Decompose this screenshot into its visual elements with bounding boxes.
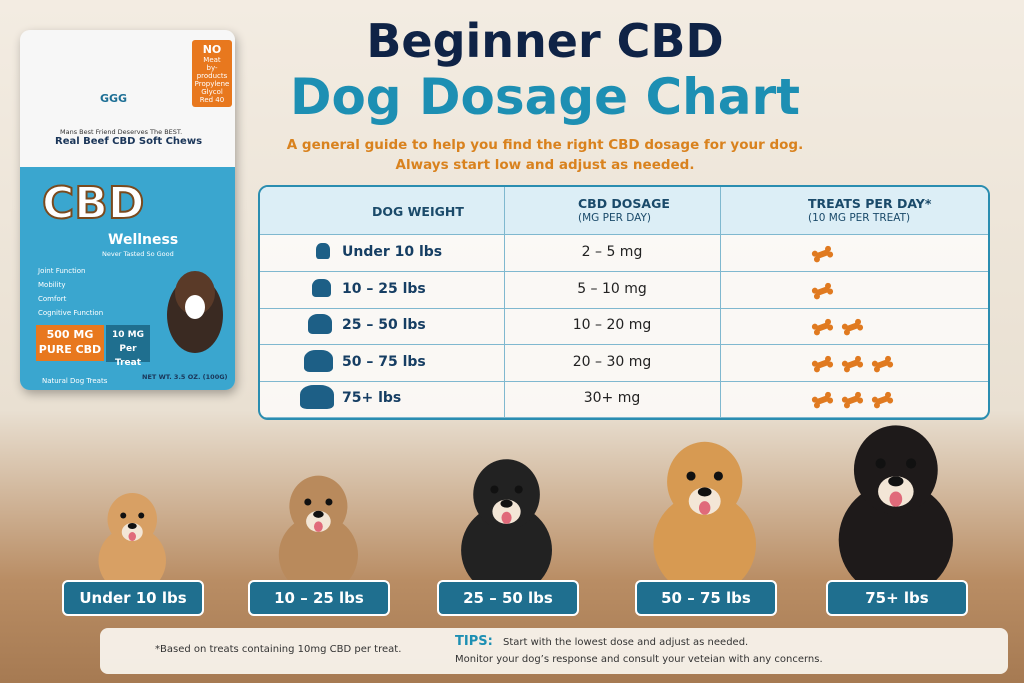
badge-line: Propylene: [194, 80, 230, 88]
treat-bone: [809, 279, 836, 304]
subtitle-line2: Always start low and adjust as needed.: [395, 157, 695, 173]
table-row: Under 10 lbs 2 – 5 mg: [260, 235, 988, 272]
dog-label: 10 – 25 lbs: [248, 580, 390, 616]
benefit: Mobility: [38, 281, 66, 289]
col-title: TREATS PER DAY*: [808, 196, 932, 211]
tips-line1: Start with the lowest dose and adjust as…: [503, 637, 749, 648]
title-line1: Beginner CBD: [366, 14, 724, 68]
strength: 500 MG: [46, 328, 94, 341]
benefit: Comfort: [38, 295, 67, 303]
dog-label: 75+ lbs: [826, 580, 968, 616]
divider: [504, 187, 505, 418]
treat-bone: [869, 353, 896, 378]
dog-photo: [451, 439, 562, 596]
dog-photo: [167, 271, 223, 353]
table-row: 25 – 50 lbs 10 – 20 mg: [260, 308, 988, 346]
product-name: Real Beef CBD Soft Chews: [55, 136, 203, 147]
badge-line: by-products: [196, 64, 228, 80]
dog-icon: [300, 385, 334, 410]
tips-label: TIPS:: [455, 634, 493, 649]
col-subtitle: (MG PER DAY): [578, 212, 652, 224]
product-bag: GGG NO Meat by-products Propylene Glycol Red …: [20, 30, 235, 390]
weight: Under 10 lbs: [342, 244, 443, 260]
dosage: 30+ mg: [583, 390, 641, 407]
strength-note: PURE CBD: [38, 343, 102, 356]
badge-line: Glycol: [201, 88, 223, 96]
tips-line2: Monitor your dog’s response and consult …: [455, 654, 823, 665]
dog-photo: [826, 400, 966, 597]
dosage-table: DOG WEIGHT CBD DOSAGE (MG PER DAY) TREAT…: [258, 185, 990, 420]
dog-photo: [270, 458, 367, 595]
col-title: CBD DOSAGE: [578, 196, 670, 211]
table-row: 75+ lbs 30+ mg: [260, 381, 988, 418]
treat-bone: [839, 389, 866, 414]
table-row: 50 – 75 lbs 20 – 30 mg: [260, 345, 988, 382]
dog-icon: [316, 243, 330, 259]
badge-line: Red 40: [199, 96, 225, 104]
title-line2: Dog Dosage Chart: [289, 68, 801, 126]
dosage: 10 – 20 mg: [572, 317, 652, 334]
per-treat-box: 10 MG Per Treat: [106, 325, 150, 368]
treat-bone: [869, 389, 896, 414]
weight: 25 – 50 lbs: [342, 317, 426, 334]
benefit: Cognitive Function: [38, 309, 104, 317]
col-subtitle: (10 MG PER TREAT): [808, 212, 911, 224]
strength-box: 500 MG PURE CBD: [36, 325, 104, 361]
logo: CBD: [41, 177, 145, 230]
badge: NO Meat by-products Propylene Glycol Red 40: [192, 40, 232, 107]
treat-bone: [809, 389, 836, 414]
benefit: Joint Function: [38, 267, 86, 275]
slogan: Never Tasted So Good: [102, 250, 174, 258]
dog-icon: [312, 278, 331, 297]
benefits: Joint Function Mobility Comfort Cognitive F…: [38, 264, 103, 320]
treat-bone: [809, 316, 836, 341]
dog-label: Under 10 lbs: [62, 580, 204, 616]
weight: 75+ lbs: [342, 390, 402, 407]
badge-line: Meat: [203, 56, 221, 64]
footer-bar: *Based on treats containing 10mg CBD per…: [100, 628, 1008, 674]
per-treat: 10 MG: [111, 330, 144, 340]
dog-label: 50 – 75 lbs: [635, 580, 777, 616]
dog-photo: [91, 478, 174, 594]
dosage: 5 – 10 mg: [577, 280, 647, 297]
badge-line: NO: [202, 43, 222, 56]
treat-bone: [809, 243, 836, 268]
weight: 10 – 25 lbs: [342, 280, 426, 297]
dog-label: 25 – 50 lbs: [437, 580, 579, 616]
table-row: 10 – 25 lbs 5 – 10 mg: [260, 272, 988, 309]
divider: [720, 187, 721, 418]
per-treat-note: Per Treat: [114, 344, 142, 368]
brand: GGG: [100, 92, 128, 105]
dosage: 20 – 30 mg: [572, 353, 652, 370]
table-header: [260, 187, 988, 235]
dosage: 2 – 5 mg: [581, 244, 643, 260]
line: Wellness: [108, 232, 179, 248]
dog-icon: [308, 314, 332, 335]
col-title: DOG WEIGHT: [372, 204, 464, 219]
footer-right: NET WT. 3.5 OZ. (100G): [142, 373, 228, 381]
treat-bone: [809, 353, 836, 378]
treat-bone: [839, 316, 866, 341]
treat-bone: [839, 353, 866, 378]
subtitle-line1: A general guide to help you find the rig…: [286, 137, 804, 153]
weight: 50 – 75 lbs: [342, 353, 426, 370]
dog-icon: [304, 349, 333, 372]
footnote: *Based on treats containing 10mg CBD per…: [155, 644, 402, 655]
tagline: Mans Best Friend Deserves The BEST.: [60, 128, 183, 136]
dog-photo: [642, 419, 767, 596]
footer-left: Natural Dog Treats: [42, 377, 108, 385]
